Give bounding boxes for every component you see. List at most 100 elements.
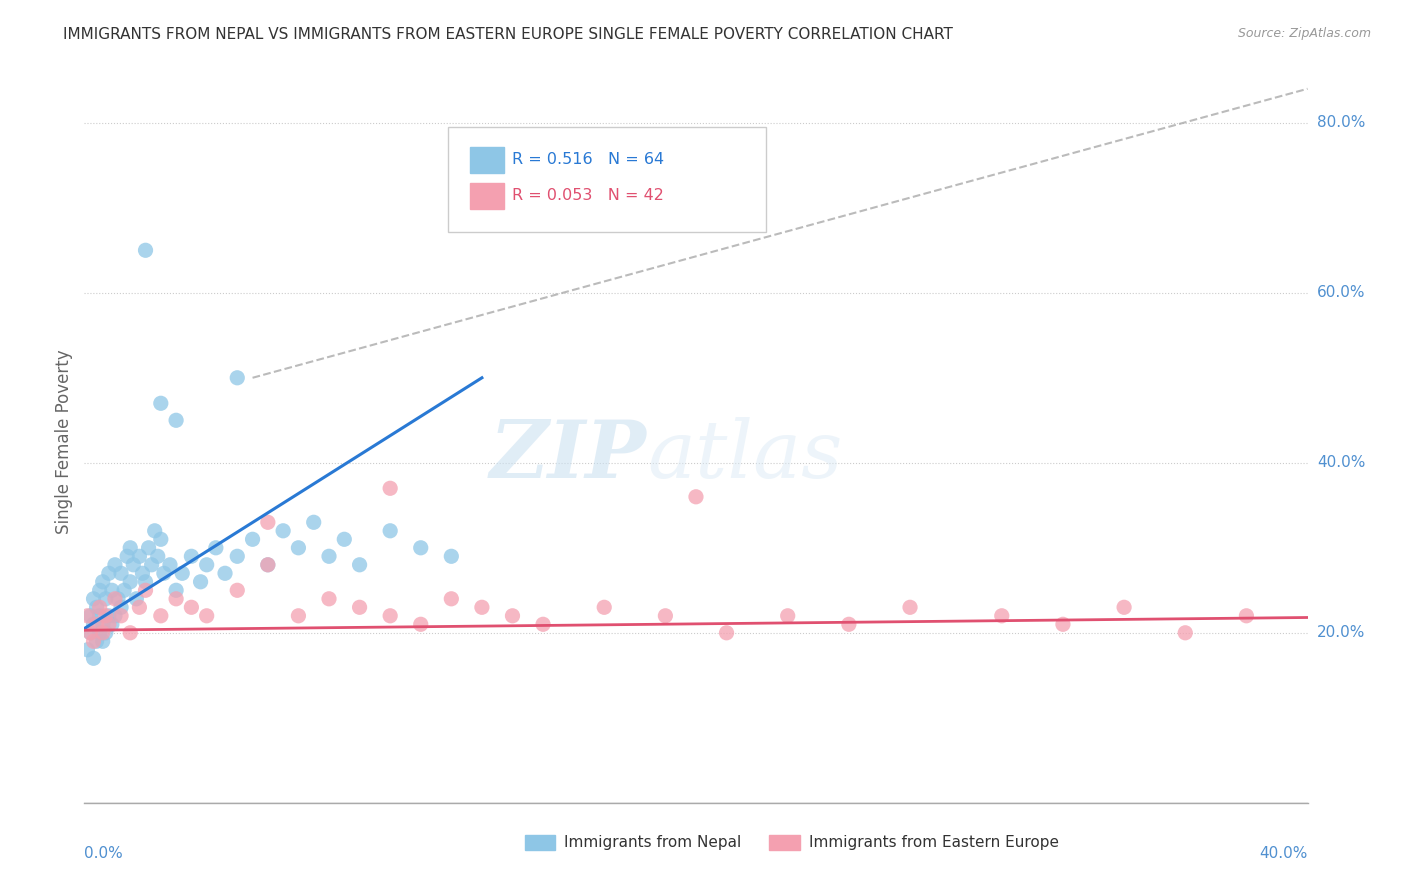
Point (91, 574, 114, 589)
Point (110, 600, 132, 615)
Point (91, 617, 114, 632)
Bar (769, 835, 800, 850)
Point (205, 541, 228, 555)
Point (409, 541, 432, 555)
Point (122, 558, 145, 572)
Point (76, 642, 98, 657)
Point (135, 244, 157, 258)
FancyBboxPatch shape (447, 128, 766, 232)
Point (471, 600, 494, 615)
Point (226, 371, 249, 385)
Point (79, 625, 101, 640)
Point (1052, 617, 1074, 632)
Point (165, 591, 187, 606)
Text: 40.0%: 40.0% (1260, 847, 1308, 861)
Point (120, 541, 142, 555)
Point (115, 549, 138, 564)
Bar (470, 147, 503, 173)
Text: 20.0%: 20.0% (1317, 625, 1365, 640)
Point (89, 608, 111, 623)
Point (776, 608, 799, 623)
Point (1114, 600, 1136, 615)
Point (91, 634, 114, 648)
Point (120, 574, 142, 589)
Point (86, 634, 108, 648)
Point (531, 617, 554, 632)
Point (110, 566, 132, 581)
Point (654, 608, 676, 623)
Point (86, 617, 108, 632)
Point (409, 617, 432, 632)
Point (128, 549, 150, 564)
Point (97, 617, 120, 632)
Y-axis label: Single Female Poverty: Single Female Poverty (55, 350, 73, 533)
Point (94, 625, 117, 640)
Point (149, 533, 172, 547)
Point (135, 583, 157, 598)
Point (89, 625, 111, 640)
Point (1174, 625, 1197, 640)
Point (302, 516, 325, 530)
Point (838, 617, 860, 632)
Point (110, 608, 132, 623)
Point (287, 541, 309, 555)
Point (112, 583, 135, 598)
Text: Immigrants from Eastern Europe: Immigrants from Eastern Europe (808, 835, 1059, 850)
Text: 80.0%: 80.0% (1317, 115, 1365, 130)
Point (83, 651, 105, 665)
Point (214, 566, 236, 581)
Point (349, 600, 371, 615)
Point (101, 617, 124, 632)
Point (287, 608, 309, 623)
Text: 0.0%: 0.0% (84, 847, 124, 861)
Point (380, 481, 402, 495)
Point (94, 591, 117, 606)
Point (120, 625, 142, 640)
Point (180, 549, 202, 564)
Point (195, 558, 218, 572)
Point (104, 608, 127, 623)
Point (97, 566, 120, 581)
Point (125, 591, 148, 606)
Point (104, 591, 127, 606)
Point (165, 413, 187, 427)
Point (685, 490, 707, 504)
Point (135, 574, 157, 589)
Point (716, 625, 738, 640)
Point (349, 558, 371, 572)
Point (146, 549, 169, 564)
Point (104, 558, 127, 572)
Point (83, 634, 105, 648)
Point (242, 533, 264, 547)
Point (165, 583, 187, 598)
Point (380, 524, 402, 538)
Point (257, 558, 280, 572)
Point (380, 608, 402, 623)
Text: Immigrants from Nepal: Immigrants from Nepal (564, 835, 741, 850)
Point (97, 608, 120, 623)
Bar (470, 183, 503, 209)
Text: R = 0.516   N = 64: R = 0.516 N = 64 (513, 153, 665, 168)
Text: atlas: atlas (647, 417, 842, 495)
Point (131, 566, 153, 581)
Point (91, 625, 114, 640)
Point (226, 549, 249, 564)
Text: ZIP: ZIP (491, 417, 647, 495)
Point (593, 600, 616, 615)
Point (86, 600, 108, 615)
Point (141, 558, 163, 572)
Point (1236, 608, 1258, 623)
Point (89, 583, 111, 598)
Point (83, 617, 105, 632)
Point (107, 591, 129, 606)
Point (190, 574, 212, 589)
Point (83, 591, 105, 606)
Point (172, 566, 194, 581)
Bar (524, 835, 555, 850)
Point (440, 549, 463, 564)
Point (94, 608, 117, 623)
Point (153, 566, 176, 581)
Point (440, 591, 463, 606)
Text: R = 0.053   N = 42: R = 0.053 N = 42 (513, 188, 665, 203)
Text: IMMIGRANTS FROM NEPAL VS IMMIGRANTS FROM EASTERN EUROPE SINGLE FEMALE POVERTY CO: IMMIGRANTS FROM NEPAL VS IMMIGRANTS FROM… (63, 27, 953, 42)
